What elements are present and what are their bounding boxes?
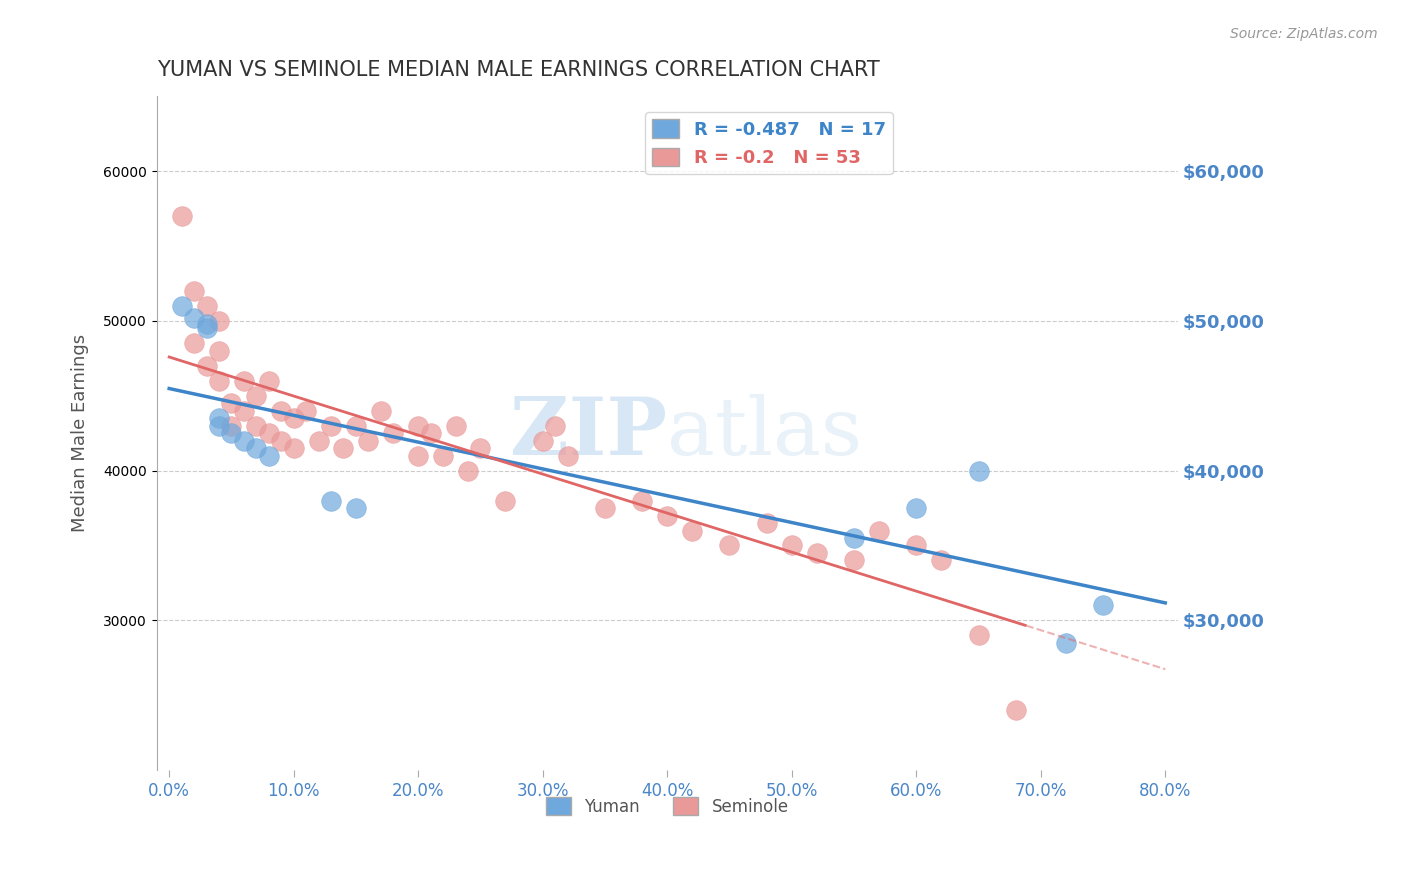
Point (208, 374, 231, 388)
Point (444, 418, 467, 433)
Point (1092, 599, 1115, 613)
Point (195, 359, 218, 373)
Point (470, 441, 492, 455)
Point (1005, 703, 1028, 717)
Point (221, 396, 243, 410)
Point (806, 546, 828, 560)
Point (170, 209, 193, 223)
Point (780, 539, 803, 553)
Point (929, 553, 952, 567)
Point (170, 299, 193, 313)
Point (257, 374, 280, 388)
Point (382, 426, 405, 441)
Point (221, 418, 243, 433)
Point (494, 493, 516, 508)
Point (370, 403, 392, 417)
Point (406, 418, 429, 433)
Point (557, 449, 579, 463)
Text: Source: ZipAtlas.com: Source: ZipAtlas.com (1230, 27, 1378, 41)
Point (195, 299, 218, 313)
Point (270, 434, 292, 448)
Point (208, 418, 231, 433)
Point (195, 321, 218, 335)
Point (681, 524, 703, 538)
Point (257, 426, 280, 441)
Point (657, 508, 679, 523)
Point (232, 403, 254, 417)
Point (270, 403, 292, 417)
Point (755, 516, 778, 530)
Point (967, 628, 990, 642)
Text: ZIP: ZIP (510, 394, 668, 472)
Point (905, 501, 928, 516)
Point (842, 553, 865, 567)
Legend: Yuman, Seminole: Yuman, Seminole (538, 791, 796, 822)
Y-axis label: Median Male Earnings: Median Male Earnings (72, 334, 89, 533)
Point (221, 426, 243, 441)
Point (208, 343, 231, 358)
Point (432, 449, 454, 463)
Point (344, 501, 367, 516)
Point (1054, 636, 1077, 650)
Point (232, 374, 254, 388)
Text: YUMAN VS SEMINOLE MEDIAN MALE EARNINGS CORRELATION CHART: YUMAN VS SEMINOLE MEDIAN MALE EARNINGS C… (156, 60, 880, 79)
Point (457, 464, 479, 478)
Point (183, 284, 205, 298)
Point (718, 539, 741, 553)
Point (319, 493, 342, 508)
Point (344, 418, 367, 433)
Point (357, 434, 380, 448)
Point (631, 493, 654, 508)
Point (245, 441, 267, 455)
Point (842, 531, 865, 545)
Text: atlas: atlas (668, 394, 862, 472)
Point (531, 434, 554, 448)
Point (544, 418, 567, 433)
Point (257, 449, 280, 463)
Point (308, 434, 330, 448)
Point (183, 336, 205, 351)
Point (208, 411, 231, 425)
Point (332, 441, 354, 455)
Point (245, 418, 267, 433)
Point (406, 449, 429, 463)
Point (419, 426, 441, 441)
Point (245, 389, 267, 403)
Point (183, 310, 205, 325)
Point (868, 524, 890, 538)
Point (319, 418, 342, 433)
Point (283, 441, 305, 455)
Point (232, 434, 254, 448)
Point (295, 403, 318, 417)
Point (593, 501, 616, 516)
Point (967, 464, 990, 478)
Point (283, 411, 305, 425)
Point (195, 317, 218, 331)
Point (905, 539, 928, 553)
Point (208, 314, 231, 328)
